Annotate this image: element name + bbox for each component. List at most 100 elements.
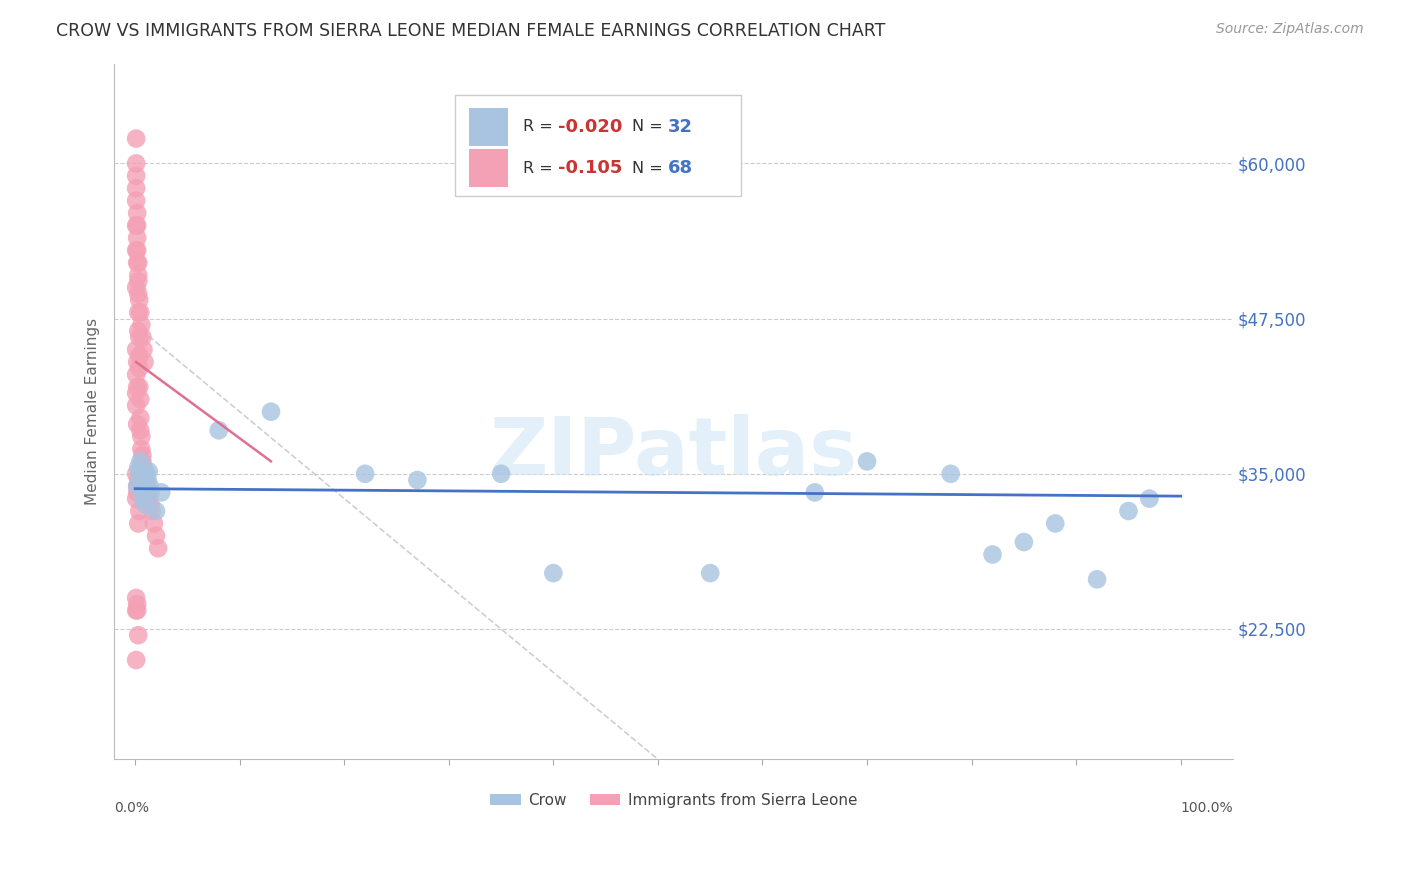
Point: [136, 485, 159, 500]
Point: [125, 386, 148, 401]
Text: R =: R =: [523, 161, 557, 176]
Point: [142, 516, 165, 531]
Point: [489, 467, 512, 481]
Point: [1118, 504, 1140, 518]
Point: [1045, 516, 1067, 531]
Point: [129, 454, 152, 468]
Point: [127, 597, 149, 611]
Text: N =: N =: [633, 161, 668, 176]
Point: [1085, 572, 1108, 586]
Point: [135, 498, 157, 512]
Point: [128, 330, 150, 344]
Point: [127, 380, 149, 394]
Point: [139, 479, 162, 493]
Point: [125, 280, 148, 294]
Point: [138, 464, 160, 478]
Point: [125, 603, 148, 617]
Point: [128, 361, 150, 376]
Point: [699, 566, 721, 581]
Point: [125, 399, 148, 413]
Point: [127, 286, 149, 301]
Point: [125, 653, 148, 667]
Point: [125, 169, 148, 183]
Point: [1137, 491, 1160, 506]
Text: Source: ZipAtlas.com: Source: ZipAtlas.com: [1216, 22, 1364, 37]
Point: [127, 256, 149, 270]
Text: 100.0%: 100.0%: [1181, 801, 1233, 815]
Point: [134, 479, 156, 493]
Point: [138, 491, 160, 506]
Text: ZIPatlas: ZIPatlas: [489, 415, 858, 492]
Point: [128, 504, 150, 518]
Point: [125, 194, 148, 208]
Point: [127, 628, 149, 642]
Point: [543, 566, 565, 581]
Text: 0.0%: 0.0%: [114, 801, 149, 815]
Point: [127, 231, 149, 245]
Point: [260, 405, 283, 419]
Point: [127, 516, 149, 531]
Point: [141, 504, 163, 518]
Point: [139, 485, 162, 500]
Point: [131, 473, 153, 487]
Point: [125, 181, 148, 195]
Point: [406, 473, 429, 487]
Point: [145, 504, 167, 518]
Text: -0.105: -0.105: [558, 160, 623, 178]
Point: [129, 423, 152, 437]
Point: [131, 448, 153, 462]
Point: [354, 467, 377, 481]
Point: [127, 485, 149, 500]
Point: [125, 343, 148, 357]
Point: [129, 411, 152, 425]
Point: [132, 467, 155, 481]
Point: [803, 485, 825, 500]
Point: [128, 293, 150, 307]
Point: [131, 330, 153, 344]
Point: [131, 429, 153, 443]
Point: [127, 219, 149, 233]
FancyBboxPatch shape: [456, 95, 741, 196]
Point: [145, 529, 167, 543]
Point: [125, 491, 148, 506]
Point: [131, 454, 153, 468]
Point: [128, 380, 150, 394]
Point: [127, 473, 149, 487]
Point: [127, 460, 149, 475]
Point: [127, 417, 149, 431]
Text: -0.020: -0.020: [558, 118, 623, 136]
Point: [125, 219, 148, 233]
Text: N =: N =: [633, 120, 668, 134]
Point: [127, 324, 149, 338]
Point: [1012, 535, 1035, 549]
Point: [135, 473, 157, 487]
Point: [127, 479, 149, 493]
Text: 32: 32: [668, 118, 693, 136]
Point: [125, 131, 148, 145]
Point: [127, 305, 149, 319]
Point: [129, 305, 152, 319]
Point: [127, 244, 149, 258]
Point: [135, 479, 157, 493]
Point: [139, 498, 162, 512]
Point: [132, 460, 155, 475]
Point: [136, 473, 159, 487]
Point: [131, 442, 153, 456]
Point: [125, 591, 148, 605]
Point: [150, 485, 173, 500]
Point: [129, 392, 152, 407]
Point: [127, 274, 149, 288]
Point: [128, 467, 150, 481]
Point: [146, 541, 169, 556]
Point: [134, 355, 156, 369]
Point: [127, 355, 149, 369]
Bar: [468, 108, 508, 145]
Legend: Crow, Immigrants from Sierra Leone: Crow, Immigrants from Sierra Leone: [484, 787, 863, 814]
Point: [939, 467, 962, 481]
Point: [127, 206, 149, 220]
Text: CROW VS IMMIGRANTS FROM SIERRA LEONE MEDIAN FEMALE EARNINGS CORRELATION CHART: CROW VS IMMIGRANTS FROM SIERRA LEONE MED…: [56, 22, 886, 40]
Text: R =: R =: [523, 120, 557, 134]
Point: [125, 467, 148, 481]
Point: [125, 368, 148, 382]
Point: [125, 244, 148, 258]
